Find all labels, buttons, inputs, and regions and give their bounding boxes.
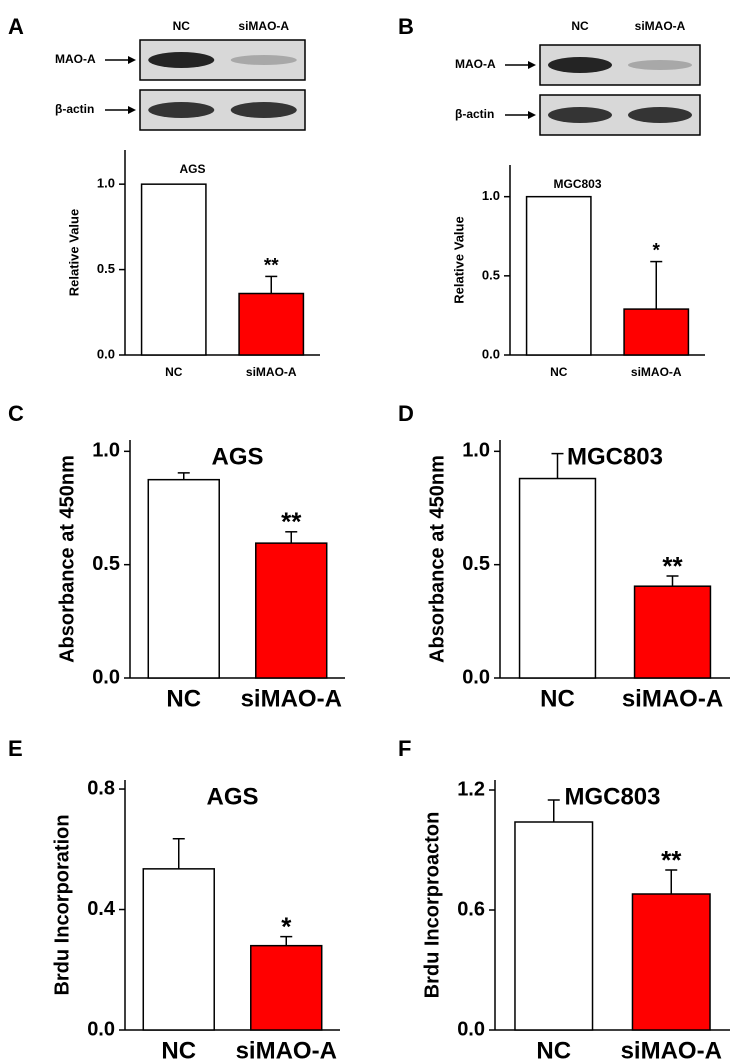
significance-label: ** [661, 845, 682, 875]
bar [623, 308, 690, 356]
x-tick-label: siMAO-A [631, 365, 682, 379]
chart-title: AGS [179, 162, 205, 176]
x-tick-label: NC [165, 365, 183, 379]
x-tick-label: NC [540, 685, 575, 712]
x-tick-label: siMAO-A [622, 685, 723, 712]
bar [238, 292, 305, 356]
x-tick-label: NC [161, 1037, 196, 1060]
significance-label: ** [264, 255, 279, 276]
panel-label: E [8, 736, 23, 761]
blot-lane-label: NC [571, 19, 589, 33]
bar [631, 893, 711, 1031]
chart-title: MGC803 [564, 783, 660, 810]
y-tick-label: 0.0 [482, 346, 500, 361]
blot-arrowhead [528, 111, 536, 119]
blot-row-label: MAO-A [455, 57, 496, 71]
chart-title: AGS [211, 443, 263, 470]
blot-arrowhead [528, 61, 536, 69]
y-tick-label: 0.0 [462, 666, 490, 688]
y-tick-label: 1.0 [92, 440, 120, 462]
bar [140, 183, 207, 356]
x-tick-label: siMAO-A [236, 1037, 337, 1060]
blot-band [148, 102, 215, 118]
blot-arrowhead [128, 56, 136, 64]
y-axis-label: Relative Value [66, 209, 81, 296]
y-tick-label: 0.5 [92, 553, 120, 575]
blot-lane-label: NC [173, 19, 191, 33]
y-tick-label: 0.5 [97, 261, 115, 276]
panel-label: A [8, 14, 24, 39]
bar [142, 868, 215, 1031]
blot-band [548, 107, 612, 123]
y-tick-label: 1.0 [97, 176, 115, 191]
y-tick-label: 0.5 [462, 553, 490, 575]
y-tick-label: 0.0 [87, 1018, 115, 1040]
bar [255, 542, 328, 679]
chart-title: MGC803 [567, 443, 663, 470]
y-tick-label: 0.4 [87, 898, 116, 920]
x-tick-label: siMAO-A [621, 1037, 722, 1060]
y-tick-label: 0.0 [92, 666, 120, 688]
blot-band [230, 102, 297, 118]
bar [518, 477, 597, 679]
y-tick-label: 1.0 [482, 188, 500, 203]
y-tick-label: 0.6 [457, 898, 485, 920]
blot-band [628, 107, 692, 123]
bar [250, 944, 323, 1031]
significance-label: * [653, 241, 661, 262]
panel-label: C [8, 401, 24, 426]
blot-lane-label: siMAO-A [238, 19, 289, 33]
significance-label: * [281, 912, 292, 942]
y-axis-label: Relative Value [451, 216, 466, 303]
significance-label: ** [281, 507, 302, 537]
blot-arrowhead [128, 106, 136, 114]
significance-label: ** [662, 551, 683, 581]
x-tick-label: NC [536, 1037, 571, 1060]
panel-label: F [398, 736, 411, 761]
blot-band [548, 57, 612, 73]
y-axis-label: Absorbance at 450nm [56, 455, 78, 663]
chart-title: AGS [206, 783, 258, 810]
bar [525, 195, 592, 356]
y-axis-label: Brdu Incorporation [51, 814, 73, 995]
x-tick-label: siMAO-A [241, 685, 342, 712]
y-tick-label: 0.8 [87, 777, 115, 799]
blot-band [628, 60, 692, 70]
panel-label: B [398, 14, 414, 39]
blot-band [230, 55, 297, 65]
y-axis-label: Absorbance at 450nm [426, 455, 448, 663]
y-tick-label: 1.2 [457, 778, 485, 800]
panel-label: D [398, 401, 414, 426]
blot-row-label: MAO-A [55, 52, 96, 66]
blot-row-label: β-actin [55, 102, 94, 116]
x-tick-label: siMAO-A [246, 365, 297, 379]
y-tick-label: 1.0 [462, 440, 490, 462]
x-tick-label: NC [550, 365, 568, 379]
blot-band [148, 52, 215, 68]
bar [147, 478, 220, 679]
blot-lane-label: siMAO-A [635, 19, 686, 33]
bar [633, 585, 712, 679]
bar [514, 821, 594, 1031]
blot-row-label: β-actin [455, 107, 494, 121]
y-axis-label: Brdu Incorproacton [421, 812, 443, 999]
y-tick-label: 0.0 [457, 1018, 485, 1040]
chart-title: MGC803 [553, 177, 601, 191]
y-tick-label: 0.5 [482, 267, 500, 282]
x-tick-label: NC [166, 685, 201, 712]
y-tick-label: 0.0 [97, 346, 115, 361]
